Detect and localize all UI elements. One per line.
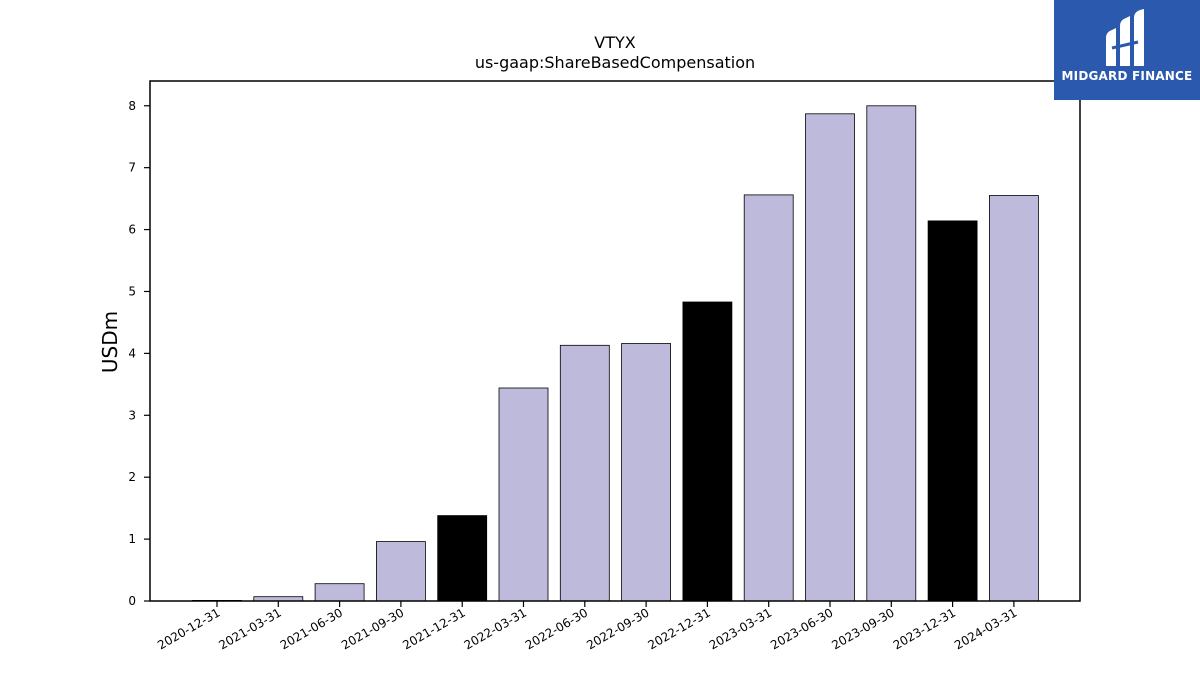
x-tick-label: 2022-12-31 <box>645 605 712 652</box>
bar-2023-06-30 <box>805 113 855 602</box>
bar-2021-06-30 <box>314 583 365 602</box>
y-axis-ticks: 0 1 2 3 4 5 6 7 8 <box>128 99 150 608</box>
x-tick-label: 2021-09-30 <box>339 605 406 652</box>
x-tick-label: 2023-03-31 <box>707 605 774 652</box>
x-tick-label: 2024-03-31 <box>952 605 1019 652</box>
x-tick-label: 2021-06-30 <box>278 605 345 652</box>
x-tick-label: 2021-03-31 <box>216 605 283 652</box>
bar-2022-03-31 <box>498 387 549 602</box>
y-tick-label: 3 <box>128 408 136 422</box>
y-tick-label: 2 <box>128 470 136 484</box>
y-tick-label: 6 <box>128 223 136 237</box>
y-tick-label: 8 <box>128 99 136 113</box>
bar-2022-06-30 <box>559 344 610 602</box>
chart-title: VTYX <box>594 33 635 52</box>
y-tick-label: 7 <box>128 161 136 175</box>
midgard-finance-logo: MIDGARD FINANCE <box>1054 0 1200 100</box>
y-tick-label: 0 <box>128 594 136 608</box>
x-tick-label: 2022-09-30 <box>584 605 651 652</box>
chart-subtitle: us-gaap:ShareBasedCompensation <box>475 53 755 72</box>
x-tick-label: 2023-09-30 <box>829 605 896 652</box>
bar-2022-09-30 <box>621 343 671 602</box>
bars-group <box>192 105 1039 602</box>
x-tick-label: 2022-06-30 <box>523 605 590 652</box>
plot-frame <box>149 80 1081 602</box>
x-tick-label: 2023-12-31 <box>891 605 958 652</box>
midgard-logo-icon <box>1106 9 1144 66</box>
x-axis-ticks: 2020-12-312021-03-312021-06-302021-09-30… <box>155 601 1019 652</box>
y-axis-label: USDm <box>98 311 122 373</box>
x-tick-label: 2021-12-31 <box>400 605 467 652</box>
bar-2021-12-31 <box>437 515 488 602</box>
bar-2022-12-31 <box>682 301 733 602</box>
y-tick-label: 5 <box>128 284 136 298</box>
y-tick-label: 1 <box>128 532 136 546</box>
bar-2023-09-30 <box>866 105 917 602</box>
y-tick-label: 4 <box>128 346 136 360</box>
bar-2024-03-31 <box>989 195 1039 602</box>
x-tick-label: 2020-12-31 <box>155 605 222 652</box>
x-tick-label: 2023-06-30 <box>768 605 835 652</box>
bar-2021-09-30 <box>375 541 426 602</box>
bar-2023-12-31 <box>927 220 978 602</box>
logo-text: MIDGARD FINANCE <box>1061 69 1193 83</box>
x-tick-label: 2022-03-31 <box>462 605 529 652</box>
bar-2023-03-31 <box>743 194 794 602</box>
